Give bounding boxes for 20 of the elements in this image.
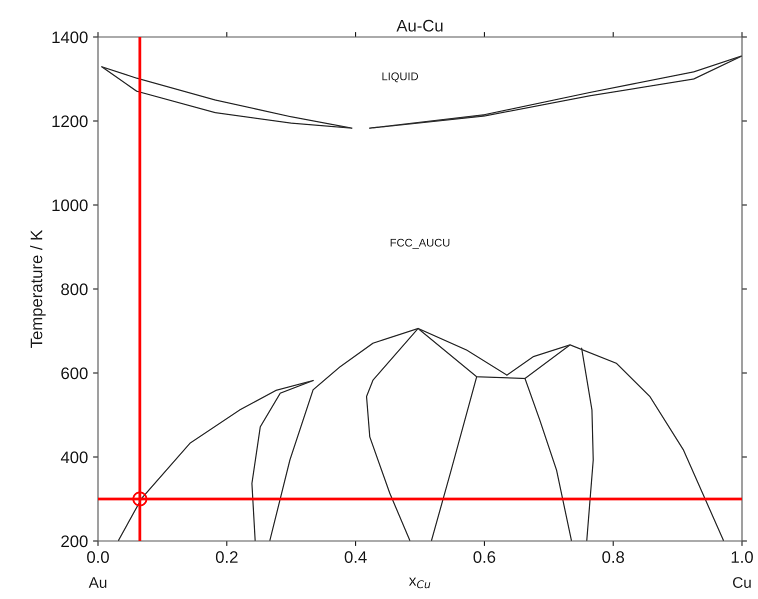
x-axis-title: x$_{Cu}$: [408, 578, 430, 588]
y-tick-label: 1200: [52, 115, 88, 128]
y-tick-label: 600: [61, 367, 88, 380]
chart-title: Au-Cu: [396, 20, 443, 32]
y-tick-label: 1400: [52, 31, 88, 44]
y-axis-title: Temperature / K: [30, 230, 46, 348]
x-tick-label: 0.8: [602, 551, 624, 563]
y-tick-label: 200: [61, 535, 88, 548]
y-tick-label: 400: [60, 451, 88, 464]
x-tick-label: 0.4: [344, 551, 367, 563]
annotation: LIQUID: [382, 72, 418, 82]
y-tick-label: 1000: [52, 199, 88, 212]
x-tick-label: 1.0: [732, 551, 753, 563]
text: Cu: [733, 577, 751, 588]
text: Au: [88, 577, 106, 588]
x-tick-label: 0.0: [87, 551, 109, 563]
x-tick-label: 0.6: [473, 551, 496, 563]
annotation: FCC_AUCU: [390, 238, 450, 249]
y-tick-label: 800: [61, 283, 88, 296]
x-tick-label: 0.2: [216, 551, 238, 563]
